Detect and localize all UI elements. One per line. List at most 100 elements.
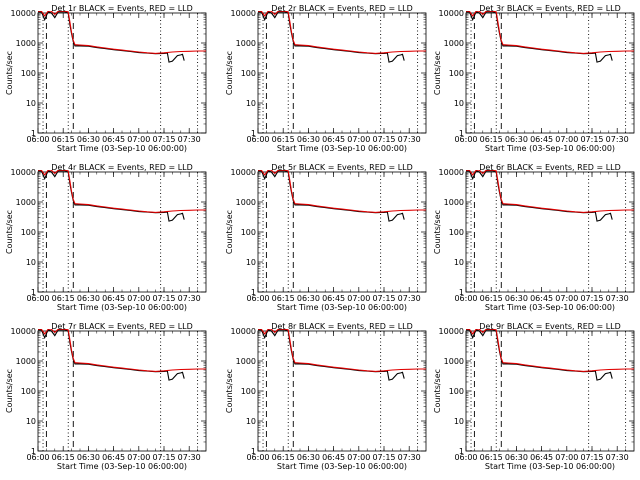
y-tick-label: 10000: [11, 9, 36, 18]
y-tick-label: 10000: [439, 168, 464, 177]
chart-panel-6: Det 6r BLACK = Events, RED = LLD 1 10 100 10…: [433, 163, 635, 312]
y-tick-label: 100: [241, 69, 256, 78]
x-tick-label: 06:00: [26, 453, 49, 462]
y-tick-label: 1000: [444, 357, 464, 366]
x-tick-label: 06:00: [454, 294, 477, 303]
series-line-lld: [466, 170, 634, 213]
x-tick-label: 07:30: [398, 135, 421, 144]
chart-panel-7: Det 7r BLACK = Events, RED = LLD 1 10 100 10…: [5, 322, 207, 471]
x-tick-label: 06:15: [272, 135, 295, 144]
x-tick-label: 07:00: [347, 294, 370, 303]
y-axis-label: Counts/sec: [5, 51, 14, 95]
y-tick-label: 100: [241, 387, 256, 396]
y-tick-label: 10: [454, 99, 464, 108]
series-line-events: [466, 11, 613, 63]
x-tick-label: 07:30: [178, 294, 201, 303]
y-tick-label: 100: [21, 69, 36, 78]
x-tick-label: 07:15: [580, 294, 603, 303]
x-tick-label: 07:15: [372, 294, 395, 303]
y-axis-label: Counts/sec: [5, 369, 14, 413]
x-tick-label: 07:30: [606, 135, 629, 144]
y-axis-label: Counts/sec: [225, 369, 234, 413]
x-tick-label: 06:00: [246, 453, 269, 462]
chart-title: Det 8r BLACK = Events, RED = LLD: [271, 322, 413, 331]
x-tick-label: 06:45: [530, 453, 553, 462]
y-tick-label: 10: [454, 258, 464, 267]
y-tick-label: 10: [26, 258, 36, 267]
series-line-lld: [38, 170, 206, 213]
x-tick-label: 06:30: [77, 135, 100, 144]
y-axis-label: Counts/sec: [433, 210, 442, 254]
x-tick-label: 07:00: [127, 294, 150, 303]
x-axis-label: Start Time (03-Sep-10 06:00:00): [277, 144, 407, 153]
x-tick-label: 06:15: [272, 453, 295, 462]
x-tick-label: 06:15: [480, 294, 503, 303]
chart-title: Det 9r BLACK = Events, RED = LLD: [479, 322, 621, 331]
y-tick-label: 10: [26, 417, 36, 426]
chart-title: Det 1r BLACK = Events, RED = LLD: [51, 4, 193, 13]
x-tick-label: 07:00: [555, 453, 578, 462]
y-tick-label: 100: [21, 387, 36, 396]
series-line-events: [466, 170, 613, 222]
x-axis-label: Start Time (03-Sep-10 06:00:00): [277, 462, 407, 471]
plot-frame: [465, 12, 635, 134]
y-tick-label: 1000: [16, 198, 36, 207]
y-tick-label: 1000: [236, 198, 256, 207]
x-tick-label: 06:15: [480, 135, 503, 144]
x-tick-label: 06:30: [505, 453, 528, 462]
plot-frame: [37, 171, 207, 293]
y-axis-label: Counts/sec: [225, 210, 234, 254]
x-axis-label: Start Time (03-Sep-10 06:00:00): [485, 303, 615, 312]
y-tick-label: 1: [459, 288, 464, 297]
plot-frame: [37, 330, 207, 452]
x-tick-label: 06:45: [102, 135, 125, 144]
y-tick-label: 10000: [231, 168, 256, 177]
y-tick-label: 10: [454, 417, 464, 426]
x-tick-label: 06:30: [77, 294, 100, 303]
x-tick-label: 07:30: [606, 453, 629, 462]
x-tick-label: 07:00: [347, 135, 370, 144]
series-line-events: [38, 11, 185, 63]
chart-panel-2: Det 2r BLACK = Events, RED = LLD 1 10 100 10…: [225, 4, 427, 153]
series-line-events: [38, 170, 185, 222]
series-line-lld: [258, 11, 426, 54]
x-tick-label: 06:45: [530, 294, 553, 303]
x-tick-label: 06:45: [322, 135, 345, 144]
y-tick-label: 10000: [439, 9, 464, 18]
x-tick-label: 06:00: [26, 135, 49, 144]
chart-panel-5: Det 5r BLACK = Events, RED = LLD 1 10 100 10…: [225, 163, 427, 312]
x-tick-label: 06:00: [246, 294, 269, 303]
series-line-events: [258, 170, 405, 222]
y-tick-label: 1000: [444, 39, 464, 48]
x-tick-label: 06:00: [246, 135, 269, 144]
x-tick-label: 07:30: [606, 294, 629, 303]
chart-panel-4: Det 4r BLACK = Events, RED = LLD 1 10 100 10…: [5, 163, 207, 312]
x-tick-label: 06:45: [530, 135, 553, 144]
x-tick-label: 07:15: [580, 135, 603, 144]
y-tick-label: 1: [31, 447, 36, 456]
x-tick-label: 06:15: [52, 294, 75, 303]
x-tick-label: 06:00: [454, 135, 477, 144]
y-tick-label: 1: [251, 447, 256, 456]
plot-frame: [257, 12, 427, 134]
plot-frame: [37, 12, 207, 134]
y-tick-label: 100: [241, 228, 256, 237]
y-tick-label: 10000: [11, 168, 36, 177]
y-tick-label: 1: [31, 129, 36, 138]
series-line-events: [38, 329, 185, 381]
chart-panel-8: Det 8r BLACK = Events, RED = LLD 1 10 100 10…: [225, 322, 427, 471]
x-tick-label: 07:00: [127, 135, 150, 144]
x-tick-label: 07:30: [398, 294, 421, 303]
series-line-events: [466, 329, 613, 381]
x-tick-label: 06:15: [272, 294, 295, 303]
series-line-lld: [38, 11, 206, 54]
y-tick-label: 10000: [11, 327, 36, 336]
series-line-lld: [466, 11, 634, 54]
x-tick-label: 06:30: [297, 135, 320, 144]
x-tick-label: 06:00: [454, 453, 477, 462]
chart-panel-3: Det 3r BLACK = Events, RED = LLD 1 10 100 10…: [433, 4, 635, 153]
series-line-lld: [466, 329, 634, 372]
x-tick-label: 06:30: [77, 453, 100, 462]
x-tick-label: 06:15: [52, 135, 75, 144]
y-tick-label: 100: [21, 228, 36, 237]
